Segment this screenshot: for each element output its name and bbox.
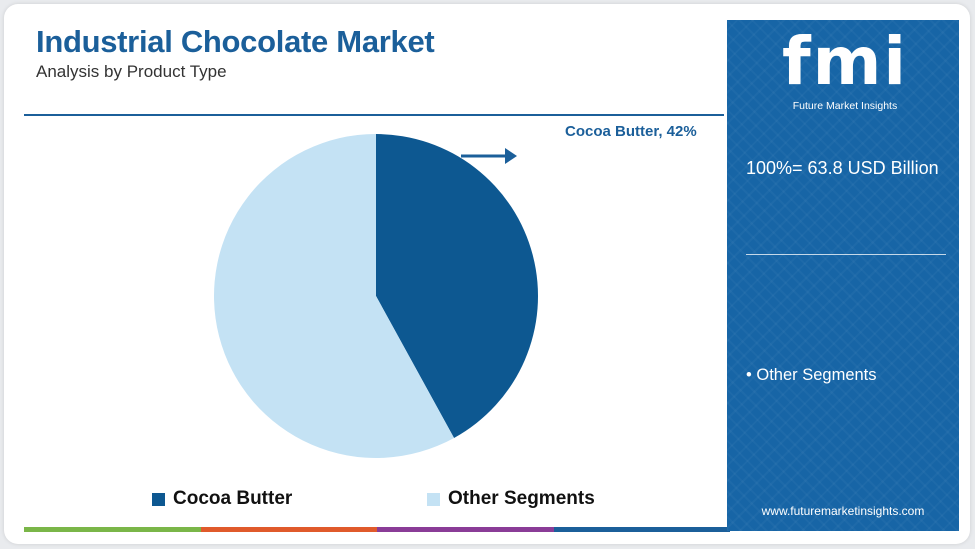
pie-chart (214, 134, 538, 458)
market-total-label: 100%= 63.8 USD Billion (746, 158, 939, 178)
bottom-bar-segment (377, 527, 554, 532)
legend-label-cocoa-butter: Cocoa Butter (173, 488, 293, 509)
bottom-bar-segment (553, 527, 730, 532)
legend-swatch-other-segments (427, 492, 440, 506)
bottom-bar-segment (200, 527, 377, 532)
side-panel: fmi Future Market Insights 100%= 63.8 US… (727, 20, 959, 531)
chart-subtitle: Analysis by Product Type (36, 62, 227, 81)
pie-slice-other-segments (214, 134, 455, 458)
title-divider (24, 114, 724, 116)
panel-bullet-other-segments: • Other Segments (746, 366, 877, 384)
legend-item-other-segments: Other Segments (427, 488, 595, 510)
bottom-color-bar (24, 527, 730, 532)
pie-slice-cocoa-butter (376, 134, 538, 438)
panel-divider (746, 254, 946, 255)
logo-tagline: Future Market Insights (792, 100, 898, 112)
callout-arrow-icon (461, 148, 517, 164)
legend-label-other-segments: Other Segments (448, 488, 595, 509)
website-url: www.futuremarketinsights.com (761, 504, 925, 518)
panel-texture (727, 20, 959, 531)
chart-card: Industrial Chocolate Market Analysis by … (4, 4, 970, 544)
legend-swatch-cocoa-butter (152, 492, 165, 506)
bottom-bar-segment (24, 527, 201, 532)
fmi-logo: fmi (781, 23, 909, 100)
callout-label-cocoa-butter: Cocoa Butter, 42% (565, 123, 697, 140)
chart-title: Industrial Chocolate Market (36, 24, 435, 59)
legend-item-cocoa-butter: Cocoa Butter (152, 488, 292, 510)
